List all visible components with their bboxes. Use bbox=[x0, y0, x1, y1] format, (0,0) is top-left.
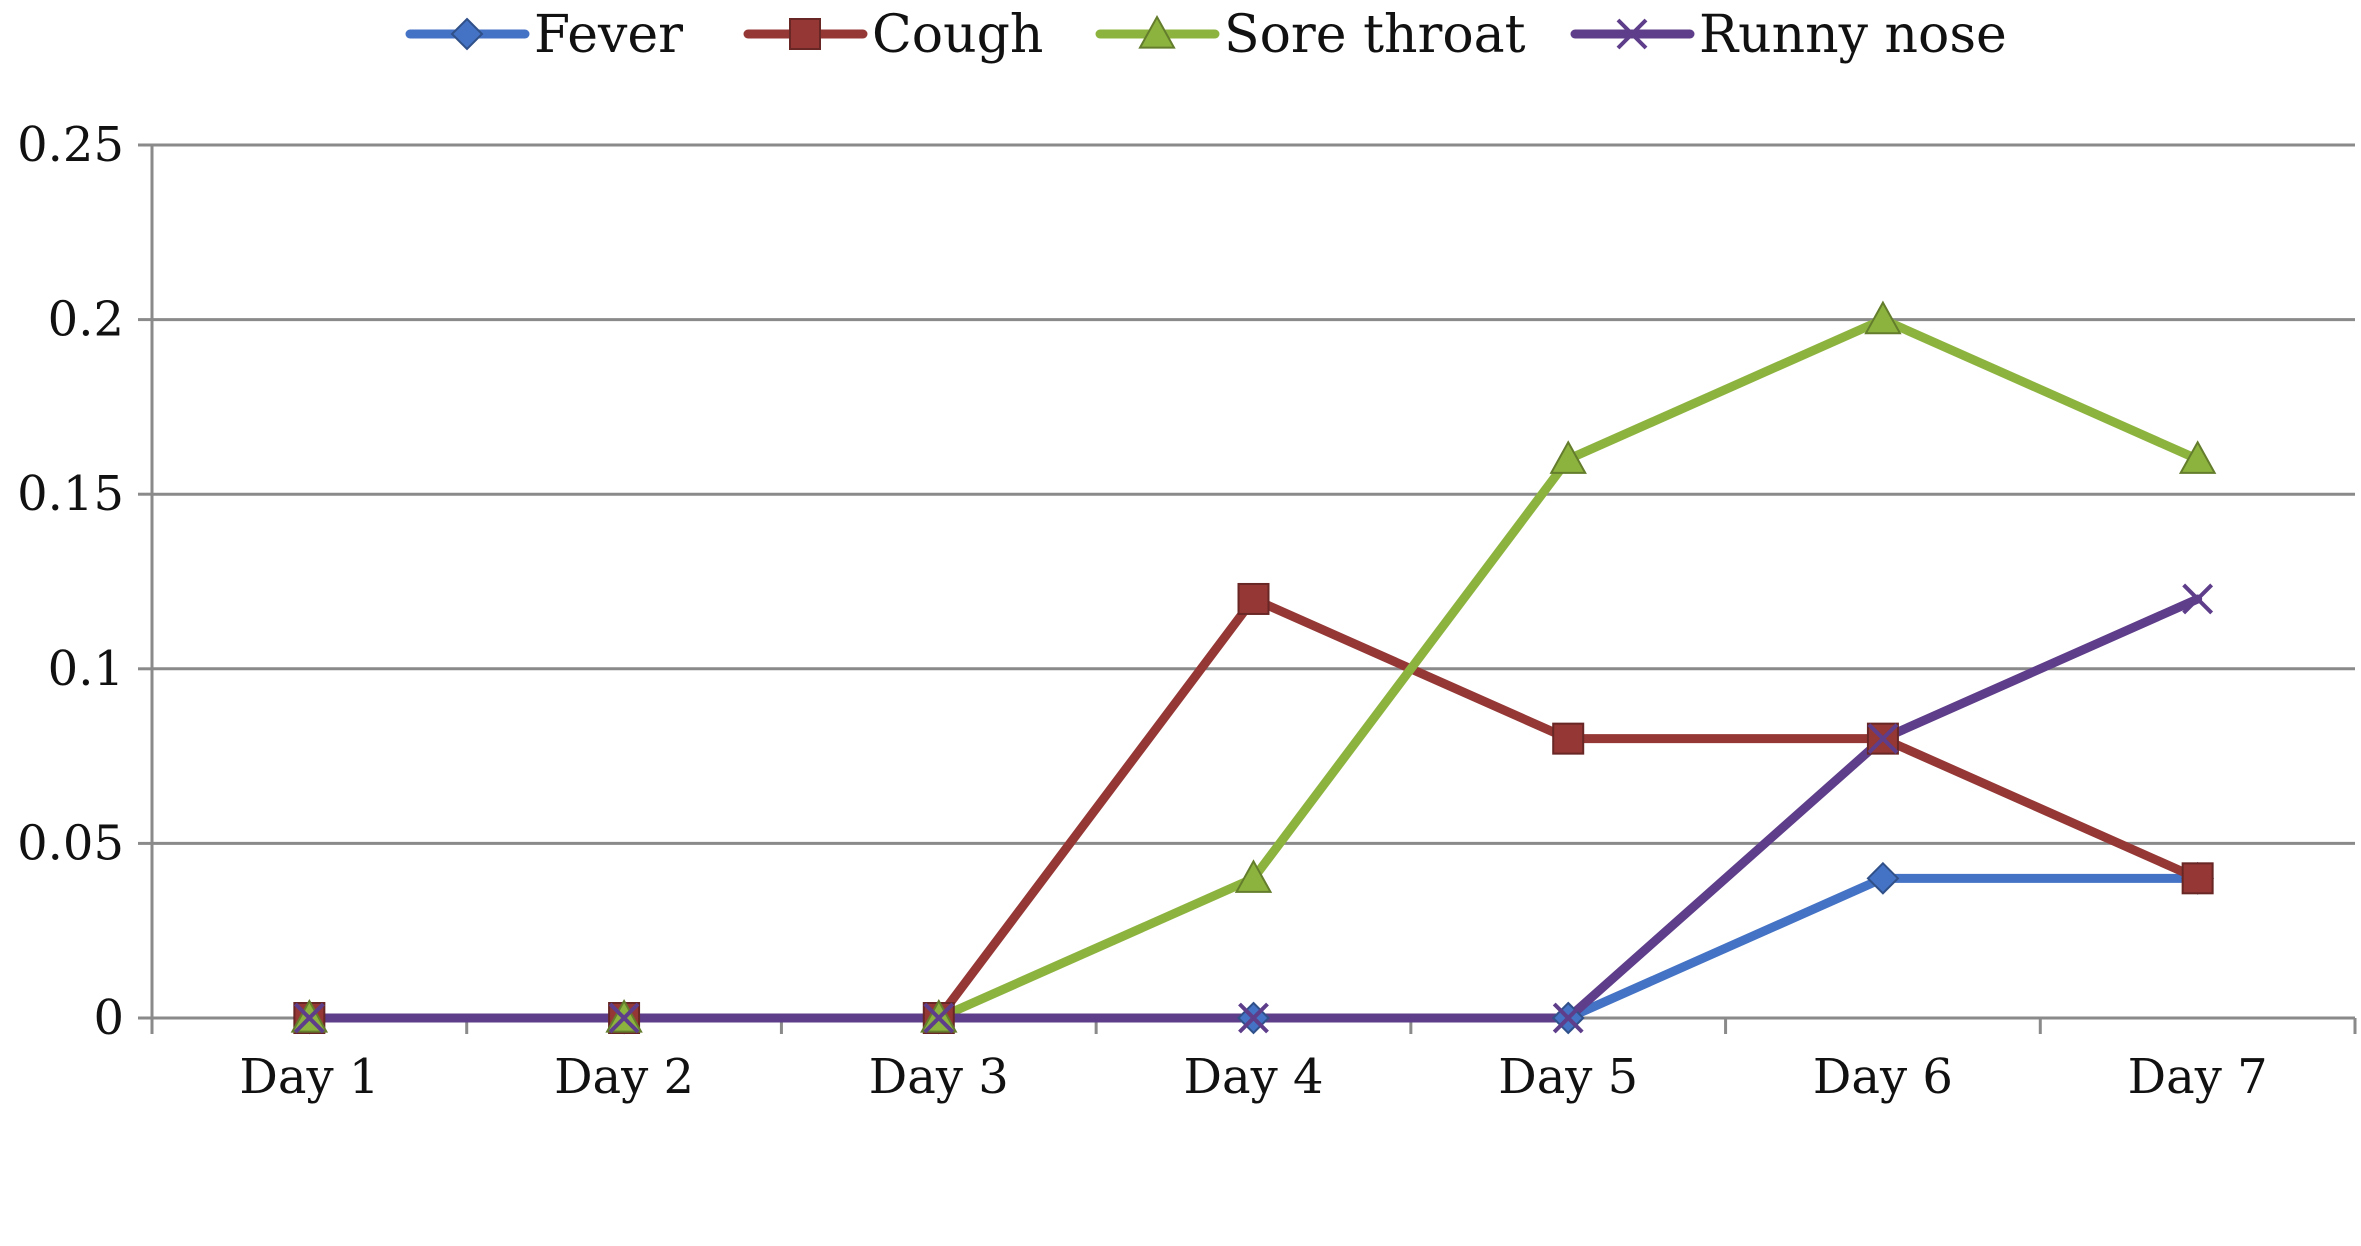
series-line-runny-nose bbox=[304, 594, 2203, 1023]
data-point-cough bbox=[1552, 722, 1585, 755]
axes: 0 0.05 0.1 0.15 0.2 0.25 Day 1 Day 2 Day 3 Day 4 D… bbox=[17, 117, 2357, 1105]
legend-item-fever: Fever bbox=[405, 5, 683, 65]
data-point-sore-throat bbox=[1549, 440, 1587, 474]
legend-label: Sore throat bbox=[1224, 5, 1526, 65]
data-point-cough bbox=[2181, 862, 2214, 895]
y-tick-label: 0.2 bbox=[48, 292, 124, 348]
legend-item-runny-nose: Runny nose bbox=[1570, 5, 2007, 65]
x-tick-label: Day 6 bbox=[1813, 1049, 1953, 1105]
data-point-runny-nose bbox=[1867, 723, 1899, 755]
legend-swatch-marker bbox=[789, 18, 821, 50]
x-tick-label: Day 5 bbox=[1498, 1049, 1638, 1105]
data-point-sore-throat bbox=[2178, 440, 2217, 474]
data-point-sore-throat bbox=[1864, 300, 1902, 335]
data-point-runny-nose bbox=[293, 1002, 325, 1034]
data-point-runny-nose bbox=[1552, 1002, 1584, 1034]
data-point-fever bbox=[1866, 861, 1900, 895]
x-tick-label: Day 2 bbox=[554, 1049, 694, 1105]
data-point-runny-nose bbox=[923, 1002, 955, 1034]
x-tick-label: Day 4 bbox=[1183, 1049, 1323, 1105]
y-tick-label: 0.1 bbox=[48, 641, 124, 697]
legend-swatch-marker bbox=[1616, 18, 1648, 50]
data-point-sore-throat bbox=[1234, 859, 1273, 893]
data-point-runny-nose bbox=[2182, 583, 2214, 615]
data-point-runny-nose bbox=[1238, 1002, 1269, 1034]
y-tick-label: 0.25 bbox=[17, 117, 124, 173]
series-markers bbox=[290, 300, 2217, 1035]
y-tick-label: 0.05 bbox=[17, 815, 124, 871]
grid-lines bbox=[152, 143, 2355, 845]
x-tick-label: Day 3 bbox=[869, 1049, 1009, 1105]
data-point-cough bbox=[1237, 582, 1270, 615]
x-tick-label: Day 7 bbox=[2128, 1049, 2268, 1105]
legend-label: Runny nose bbox=[1699, 5, 2007, 65]
data-point-runny-nose bbox=[608, 1002, 640, 1034]
legend-item-sore-throat: Sore throat bbox=[1095, 5, 1526, 65]
y-tick-label: 0.15 bbox=[17, 466, 124, 522]
series-line-cough bbox=[304, 594, 2203, 1023]
y-tick-label: 0 bbox=[93, 990, 124, 1046]
legend: Fever Cough Sore throat Runny nose bbox=[405, 5, 2007, 65]
legend-label: Fever bbox=[534, 5, 683, 65]
legend-swatch-marker bbox=[450, 17, 484, 51]
legend-item-cough: Cough bbox=[743, 5, 1043, 65]
series-line-fever bbox=[304, 873, 2203, 1023]
legend-swatch-marker bbox=[1138, 14, 1176, 49]
legend-label: Cough bbox=[872, 5, 1043, 65]
x-tick-label: Day 1 bbox=[239, 1049, 379, 1105]
